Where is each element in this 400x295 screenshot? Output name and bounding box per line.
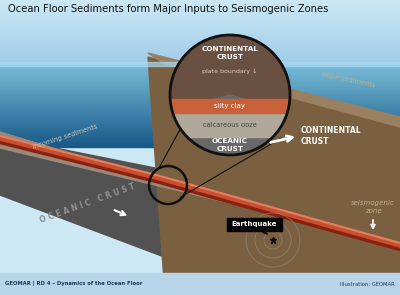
Polygon shape (148, 53, 400, 127)
Text: plate boundary ↓: plate boundary ↓ (202, 68, 258, 74)
Wedge shape (172, 95, 288, 155)
Text: seismogenic
zone: seismogenic zone (351, 200, 395, 214)
Text: CONTINENTAL
CRUST: CONTINENTAL CRUST (202, 46, 258, 60)
Bar (170, 99, 290, 113)
Polygon shape (0, 137, 400, 295)
Text: CONTINENTAL
CRUST: CONTINENTAL CRUST (301, 126, 362, 146)
FancyBboxPatch shape (226, 217, 282, 230)
Polygon shape (148, 57, 400, 295)
Text: O C E A N I C   C R U S T: O C E A N I C C R U S T (39, 181, 137, 224)
Text: slope sediments: slope sediments (321, 71, 375, 89)
Text: GEOMAR | RD 4 – Dynamics of the Ocean Floor: GEOMAR | RD 4 – Dynamics of the Ocean Fl… (5, 281, 142, 286)
Bar (0, 273, 400, 295)
Text: calcareous ooze: calcareous ooze (203, 122, 257, 128)
Text: Illustration: GEOMAR: Illustration: GEOMAR (340, 281, 395, 286)
Text: incoming sediments: incoming sediments (32, 124, 98, 150)
Text: Earthquake: Earthquake (231, 221, 277, 227)
Text: OCEANIC
CRUST: OCEANIC CRUST (212, 138, 248, 152)
Text: silty clay: silty clay (214, 103, 246, 109)
Polygon shape (0, 132, 280, 215)
Circle shape (170, 35, 290, 155)
Text: Ocean Floor Sediments form Major Inputs to Seismogenic Zones: Ocean Floor Sediments form Major Inputs … (8, 4, 328, 14)
Bar (170, 113, 290, 137)
